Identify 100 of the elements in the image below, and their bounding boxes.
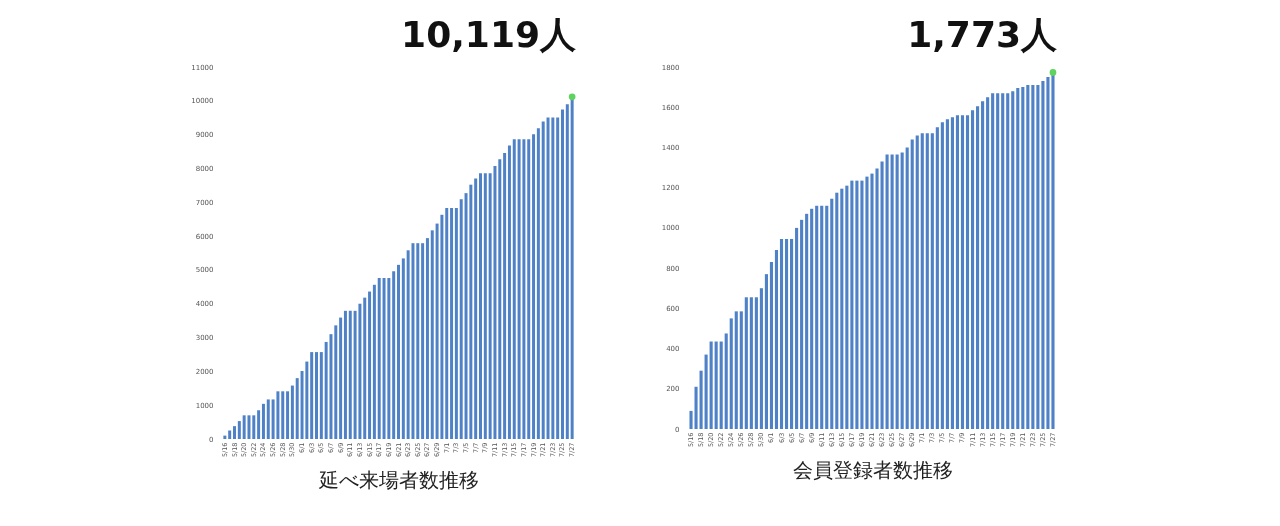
bar <box>855 180 859 429</box>
bar <box>1011 91 1015 429</box>
bar <box>498 159 502 439</box>
bar <box>800 219 804 429</box>
bar <box>769 262 774 429</box>
bar <box>779 238 784 429</box>
bar <box>940 122 944 429</box>
bar <box>910 139 914 429</box>
bar <box>729 318 733 429</box>
bar <box>1041 81 1045 429</box>
bar <box>1026 85 1030 429</box>
bar <box>377 278 381 439</box>
bar <box>996 93 1000 429</box>
bar <box>536 128 540 439</box>
bar <box>474 178 478 439</box>
bar <box>397 264 400 439</box>
bar <box>981 101 985 429</box>
bar <box>925 133 929 429</box>
bar <box>900 152 904 429</box>
bar <box>295 378 299 439</box>
bar <box>960 115 965 429</box>
bar <box>425 238 429 439</box>
bar <box>387 278 391 439</box>
bar <box>991 93 995 429</box>
bar <box>986 97 990 429</box>
bar <box>739 311 743 429</box>
bar <box>459 199 463 439</box>
bar <box>840 188 844 429</box>
bar <box>825 205 829 429</box>
bar <box>551 117 555 439</box>
bar <box>281 391 285 439</box>
bar <box>257 410 261 439</box>
bar <box>430 230 434 439</box>
bar <box>483 173 487 439</box>
bar <box>266 399 270 439</box>
bar <box>411 243 415 439</box>
bar <box>368 291 372 439</box>
bar <box>319 352 323 439</box>
bar <box>965 115 970 429</box>
bar <box>724 333 728 429</box>
bar <box>363 297 367 439</box>
bar <box>709 341 713 429</box>
bar <box>315 352 318 439</box>
bar <box>890 154 894 429</box>
bar <box>290 385 294 439</box>
bar <box>790 238 794 429</box>
bar <box>445 208 449 439</box>
bar <box>329 334 333 439</box>
bar <box>805 213 809 429</box>
chart-title: 1,773人 <box>907 14 1057 55</box>
bar <box>261 403 265 439</box>
bar <box>233 426 236 439</box>
bar <box>416 243 420 439</box>
bar <box>734 311 738 429</box>
bar <box>759 288 763 429</box>
bar <box>744 297 748 429</box>
bar <box>930 133 934 429</box>
bar <box>493 166 497 439</box>
bar <box>546 117 550 439</box>
bar <box>835 192 839 429</box>
bar <box>372 284 376 439</box>
bar <box>1006 93 1010 429</box>
bar <box>935 127 939 429</box>
bar <box>714 341 718 429</box>
bar <box>895 154 899 429</box>
bar <box>252 415 256 439</box>
bar <box>247 415 251 439</box>
bar <box>479 173 482 439</box>
bar <box>527 139 531 439</box>
bar <box>1021 87 1025 429</box>
bar <box>784 238 789 429</box>
bar <box>541 121 545 439</box>
bar <box>440 214 444 439</box>
bar <box>512 139 516 439</box>
bar <box>348 310 352 439</box>
bar <box>795 227 799 429</box>
bar <box>699 370 703 429</box>
bar <box>517 139 521 439</box>
bar <box>764 274 768 429</box>
bar <box>276 391 280 439</box>
bar <box>469 184 473 439</box>
bar <box>223 435 227 439</box>
bar <box>815 205 819 429</box>
bar <box>754 297 758 429</box>
bar <box>955 115 960 429</box>
chart-title: 10,119人 <box>401 14 576 55</box>
bar <box>228 430 232 439</box>
bar <box>421 243 425 439</box>
bar <box>450 208 454 439</box>
bar <box>507 145 511 439</box>
bar <box>358 303 362 439</box>
bar <box>237 421 241 439</box>
bar <box>1001 93 1005 429</box>
bar <box>242 415 246 439</box>
bar <box>1036 85 1040 429</box>
x-axis-title: 延べ来場者数推移 <box>318 468 479 493</box>
bar <box>310 352 314 439</box>
bar <box>522 139 526 439</box>
bar <box>970 110 975 429</box>
bar <box>532 134 536 439</box>
